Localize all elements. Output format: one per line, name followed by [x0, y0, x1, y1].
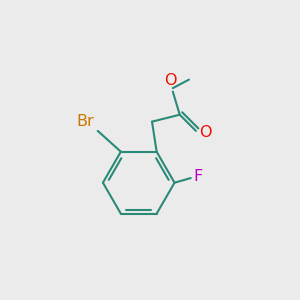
Text: F: F [193, 169, 202, 184]
Text: O: O [200, 124, 212, 140]
Text: Br: Br [76, 114, 94, 129]
Text: O: O [164, 73, 177, 88]
